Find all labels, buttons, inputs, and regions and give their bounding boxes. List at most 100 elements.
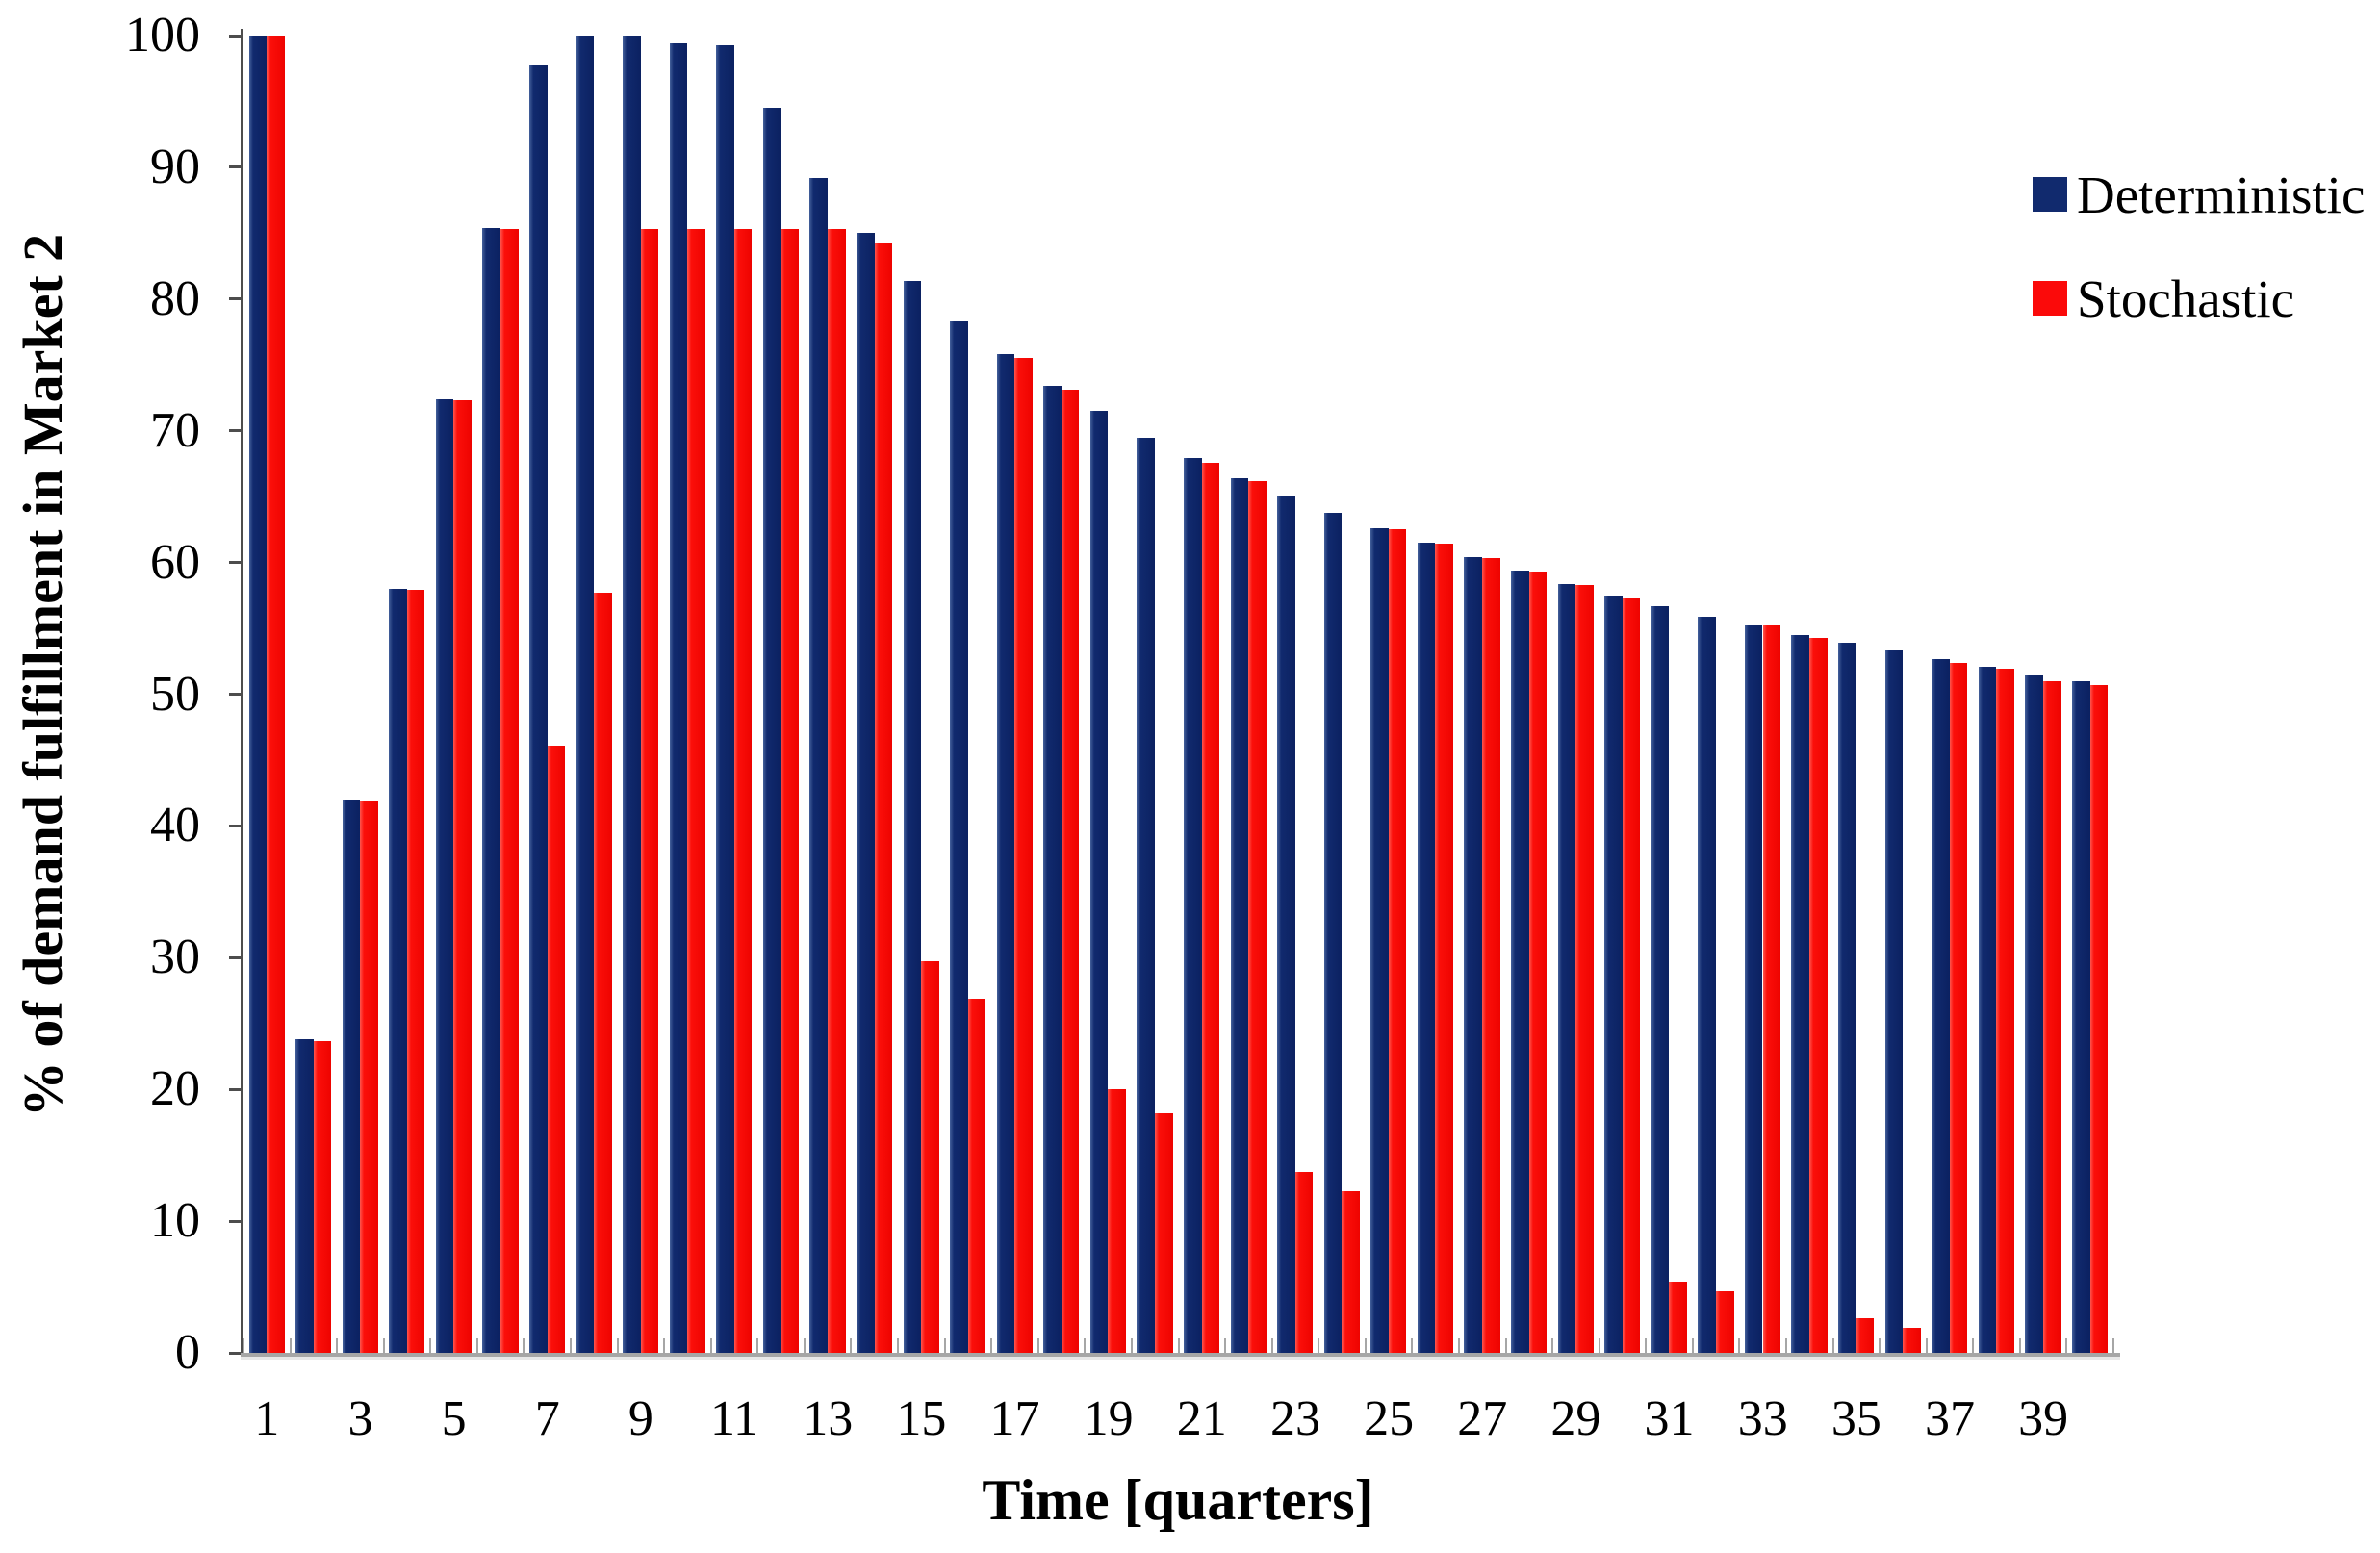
bar-deterministic-q5: [435, 398, 454, 1353]
y-axis-tick: [229, 693, 242, 696]
bar-stochastic-q2: [313, 1040, 332, 1353]
y-axis-tick: [229, 297, 242, 301]
legend-item-stochastic: Stochastic: [2029, 267, 2380, 331]
x-axis-tick: [616, 1338, 619, 1353]
bar-deterministic-q37: [1932, 658, 1950, 1353]
x-axis-tick: [336, 1338, 339, 1353]
bar-deterministic-q36: [1884, 650, 1904, 1353]
x-axis-tick: [990, 1338, 993, 1353]
bar-deterministic-q20: [1137, 437, 1156, 1353]
y-axis-title: % of demand fulfillment in Market 2: [12, 233, 74, 1118]
x-axis-tick: [1177, 1338, 1180, 1353]
x-tick-label-13: 13: [803, 1391, 854, 1446]
y-axis-tick: [229, 824, 242, 827]
deterministic-swatch-icon: [2033, 177, 2067, 212]
bar-stochastic-q30: [1622, 598, 1641, 1353]
x-axis-tick: [1645, 1338, 1648, 1353]
x-axis-line: [241, 1353, 2120, 1357]
bar-deterministic-q10: [669, 43, 688, 1353]
x-axis-tick: [1084, 1338, 1087, 1353]
bar-stochastic-q5: [453, 400, 472, 1353]
y-axis-tick: [229, 1087, 242, 1091]
x-axis-tick: [243, 1338, 244, 1353]
bar-stochastic-q33: [1762, 625, 1781, 1353]
y-tick-label-0: 0: [175, 1325, 200, 1380]
bar-stochastic-q15: [921, 961, 939, 1353]
y-axis-tick: [229, 165, 242, 169]
x-axis-tick: [523, 1338, 525, 1353]
y-tick-label-60: 60: [150, 534, 200, 590]
legend-label-deterministic: Deterministic: [2077, 165, 2366, 224]
bar-deterministic-q31: [1651, 605, 1670, 1353]
y-axis-tick: [229, 561, 242, 565]
x-axis-tick: [709, 1338, 712, 1353]
y-axis-tick: [229, 1351, 242, 1355]
bar-deterministic-q9: [623, 36, 641, 1353]
bar-stochastic-q7: [547, 745, 566, 1353]
bar-stochastic-q9: [640, 229, 659, 1353]
bar-stochastic-q25: [1388, 529, 1407, 1353]
bar-deterministic-q4: [389, 588, 407, 1353]
x-tick-label-29: 29: [1550, 1391, 1601, 1446]
bar-stochastic-q12: [781, 229, 800, 1353]
y-axis-tick: [229, 429, 242, 433]
bar-stochastic-q37: [1949, 662, 1968, 1353]
bar-deterministic-q6: [482, 227, 500, 1353]
x-axis-tick: [1224, 1338, 1227, 1353]
bar-deterministic-q29: [1557, 583, 1576, 1353]
x-axis-tick: [1504, 1338, 1507, 1353]
bar-deterministic-q14: [856, 233, 875, 1353]
bar-stochastic-q14: [874, 243, 893, 1353]
legend-item-deterministic: Deterministic: [2029, 164, 2380, 227]
bar-deterministic-q1: [248, 36, 268, 1353]
x-tick-label-1: 1: [254, 1391, 280, 1446]
bar-stochastic-q35: [1855, 1318, 1875, 1353]
bar-deterministic-q35: [1838, 643, 1856, 1353]
x-axis-tick: [1738, 1338, 1741, 1353]
x-tick-label-9: 9: [627, 1391, 653, 1446]
x-axis-tick: [663, 1338, 666, 1353]
bar-deterministic-q12: [762, 108, 781, 1353]
x-axis-title: Time [quarters]: [982, 1468, 1374, 1532]
bar-deterministic-q32: [1698, 616, 1716, 1353]
x-axis-tick: [1318, 1338, 1320, 1353]
x-tick-label-35: 35: [1830, 1391, 1881, 1446]
x-axis-tick: [1551, 1338, 1554, 1353]
bar-stochastic-q22: [1248, 480, 1267, 1353]
bar-deterministic-q34: [1791, 634, 1810, 1353]
x-tick-label-15: 15: [896, 1391, 947, 1446]
bar-stochastic-q38: [1996, 669, 2014, 1353]
x-axis-tick: [1036, 1338, 1039, 1353]
legend-label-stochastic: Stochastic: [2077, 269, 2295, 328]
x-axis-tick: [897, 1338, 900, 1353]
bar-deterministic-q27: [1464, 557, 1483, 1353]
y-tick-label-10: 10: [150, 1193, 200, 1249]
bar-stochastic-q1: [267, 36, 285, 1353]
x-tick-label-3: 3: [347, 1391, 373, 1446]
bar-deterministic-q17: [996, 354, 1015, 1353]
y-axis-line: [241, 29, 243, 1356]
bar-stochastic-q13: [828, 229, 846, 1353]
bar-stochastic-q24: [1342, 1190, 1360, 1353]
y-tick-label-80: 80: [150, 270, 200, 326]
bar-deterministic-q7: [528, 65, 548, 1353]
bar-stochastic-q21: [1201, 462, 1220, 1353]
x-axis-tick: [570, 1338, 573, 1353]
y-tick-label-50: 50: [150, 666, 200, 722]
bar-stochastic-q29: [1575, 584, 1594, 1353]
x-axis-tick: [1879, 1338, 1881, 1353]
x-tick-label-17: 17: [989, 1391, 1040, 1446]
y-axis-tick: [229, 955, 242, 959]
bar-stochastic-q10: [687, 229, 705, 1353]
bar-stochastic-q27: [1482, 558, 1500, 1353]
x-tick-label-11: 11: [709, 1391, 759, 1446]
bar-stochastic-q19: [1108, 1089, 1127, 1353]
bar-deterministic-q2: [295, 1039, 314, 1353]
bar-stochastic-q8: [594, 593, 612, 1353]
x-axis-tick: [2065, 1338, 2068, 1353]
bar-deterministic-q39: [2025, 674, 2043, 1353]
x-tick-label-33: 33: [1737, 1391, 1788, 1446]
bar-stochastic-q18: [1061, 390, 1080, 1353]
x-tick-label-5: 5: [441, 1391, 467, 1446]
x-axis-tick: [1457, 1338, 1460, 1353]
